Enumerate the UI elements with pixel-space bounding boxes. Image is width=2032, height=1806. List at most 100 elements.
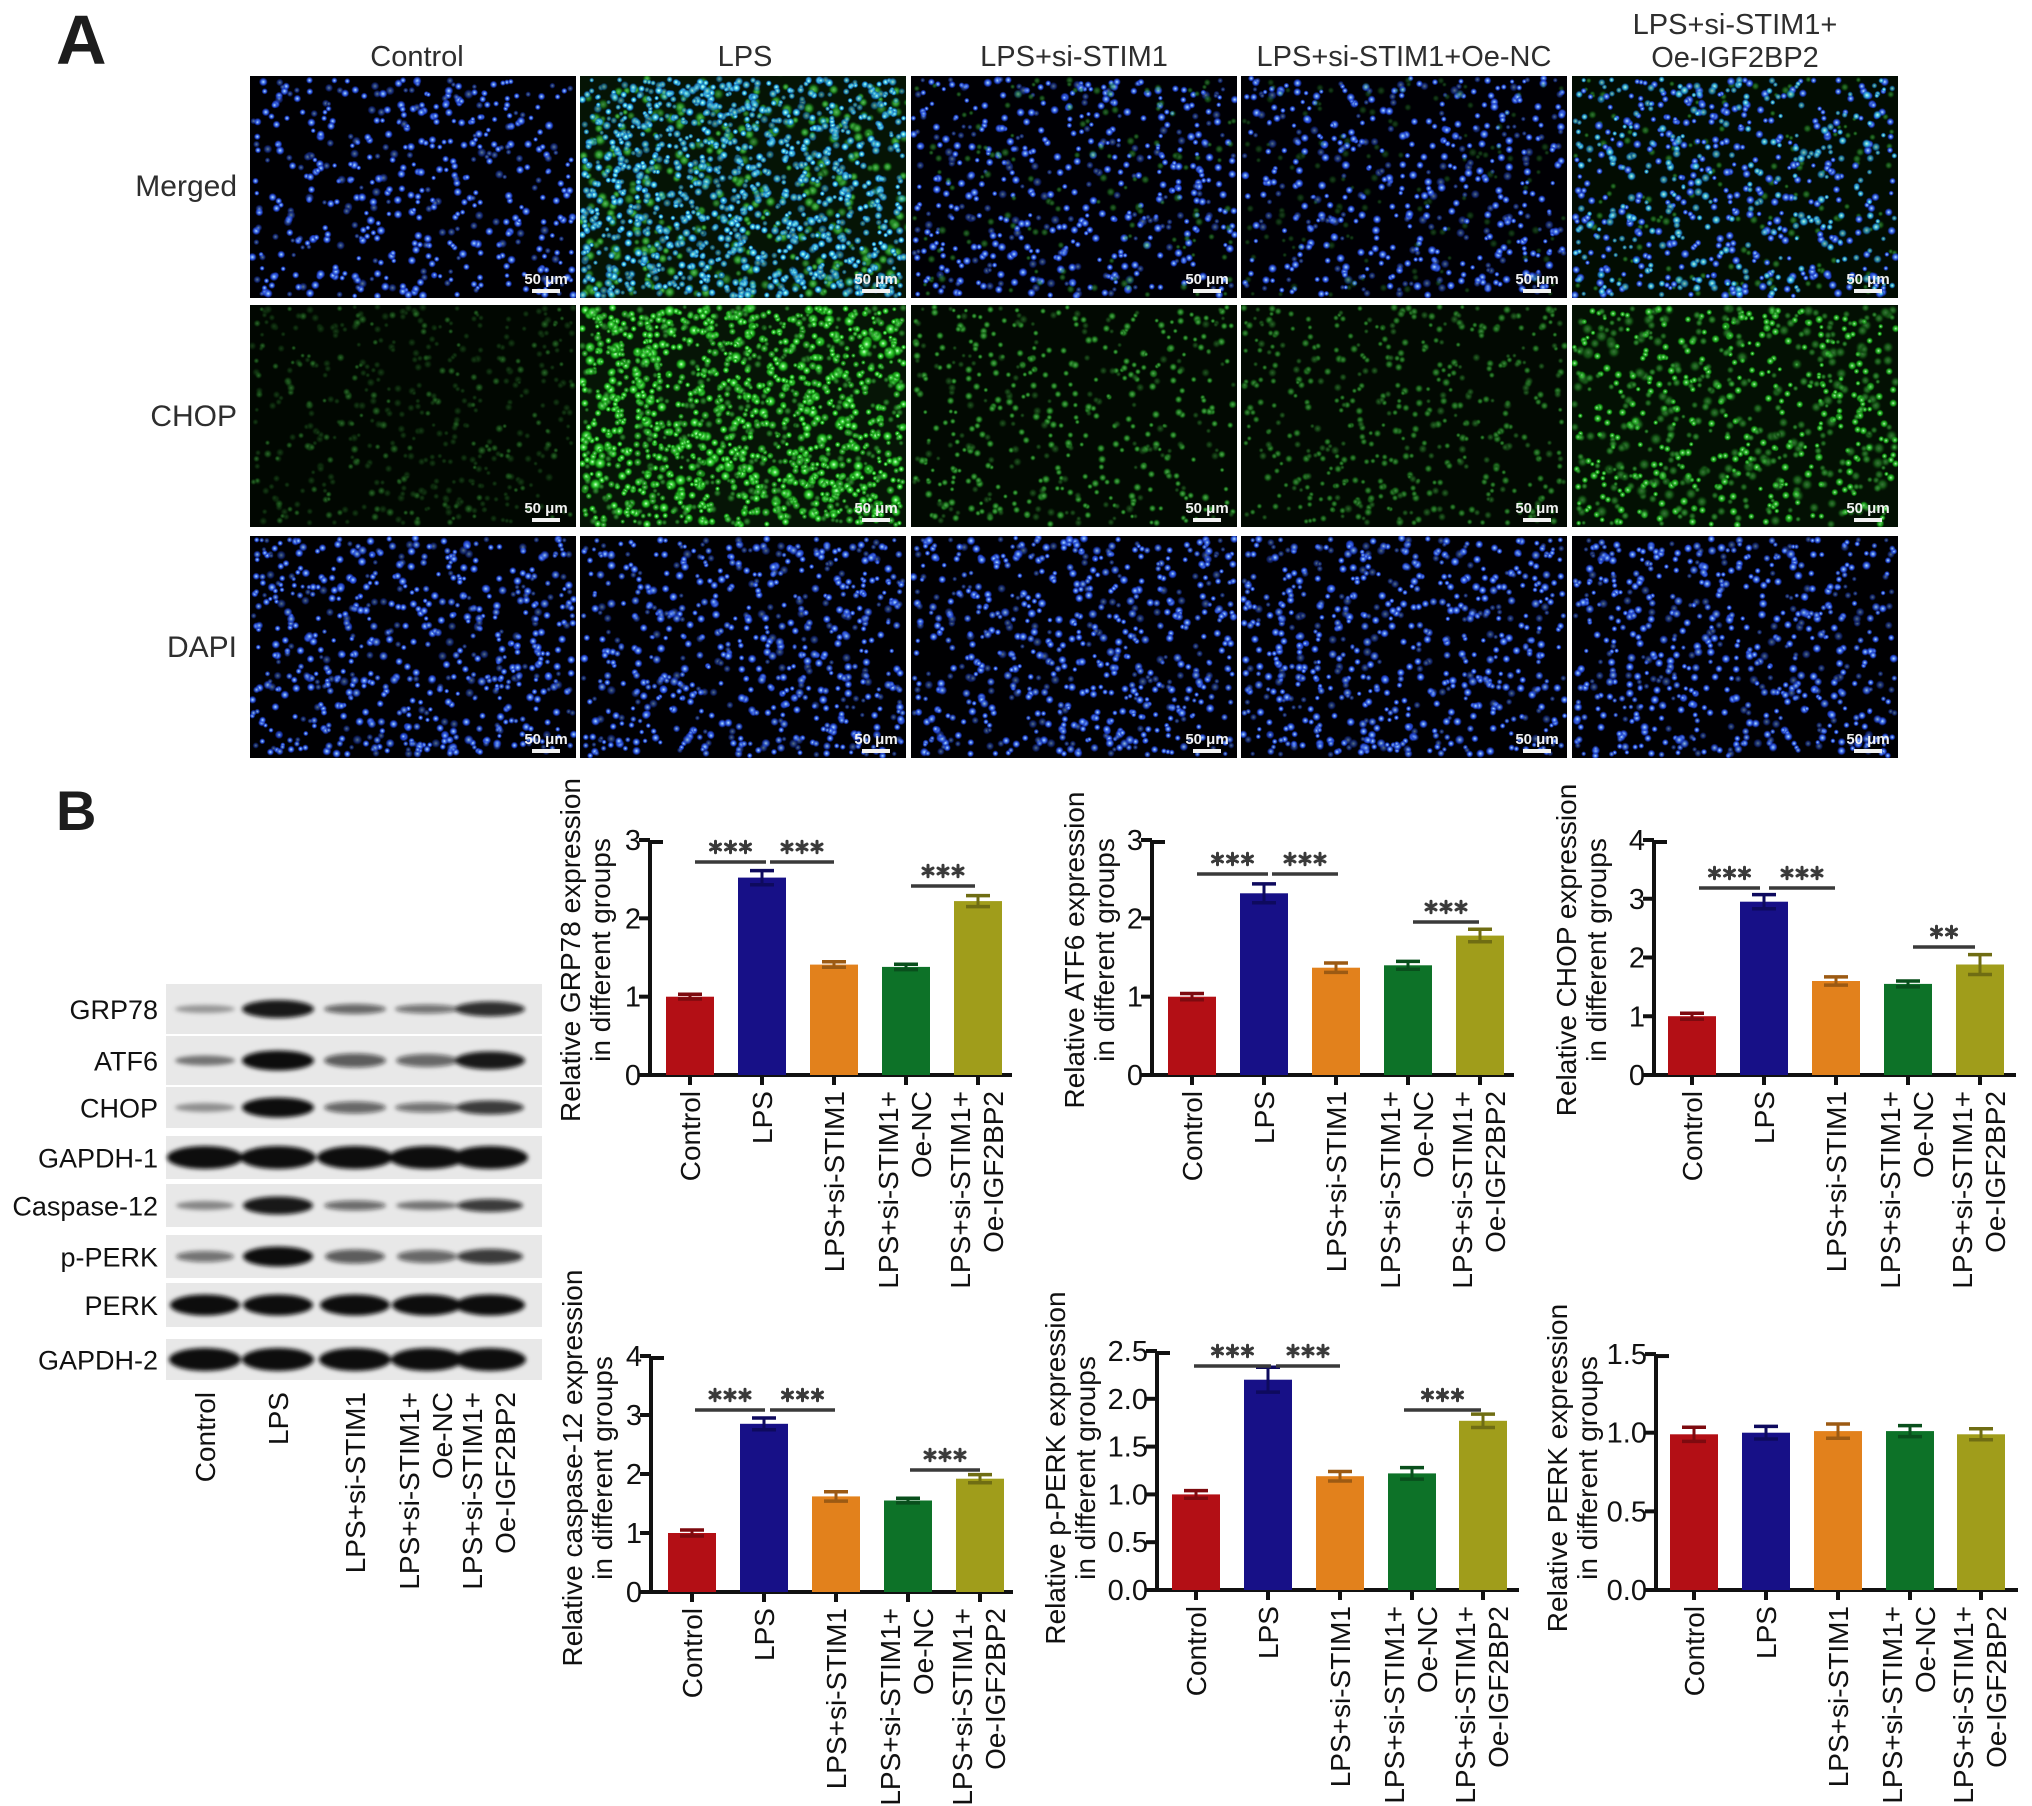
svg-text:1.5: 1.5	[1108, 1432, 1148, 1464]
svg-text:3: 3	[1629, 884, 1645, 916]
svg-text:B: B	[56, 779, 96, 842]
svg-text:0: 0	[625, 1060, 641, 1092]
svg-text:LPS+si-STIM1+: LPS+si-STIM1+	[1450, 1606, 1481, 1804]
svg-text:LPS+si-STIM1+: LPS+si-STIM1+	[457, 1392, 488, 1590]
svg-text:LPS+si-STIM1: LPS+si-STIM1	[1325, 1606, 1356, 1787]
svg-text:2: 2	[1127, 903, 1143, 935]
svg-text:Oe-NC: Oe-NC	[1412, 1606, 1443, 1693]
svg-text:0.0: 0.0	[1607, 1575, 1647, 1607]
svg-text:LPS+si-STIM1: LPS+si-STIM1	[1823, 1606, 1854, 1787]
svg-text:1: 1	[1629, 1001, 1645, 1033]
svg-text:2.0: 2.0	[1108, 1384, 1148, 1416]
svg-text:LPS: LPS	[1249, 1091, 1280, 1144]
svg-text:LPS: LPS	[749, 1608, 780, 1661]
svg-text:2: 2	[1629, 943, 1645, 975]
svg-text:LPS: LPS	[1749, 1091, 1780, 1144]
svg-text:Control: Control	[677, 1608, 708, 1698]
svg-text:LPS+si-STIM1+: LPS+si-STIM1+	[1447, 1091, 1478, 1289]
svg-text:LPS+si-STIM1+: LPS+si-STIM1+	[1947, 1091, 1978, 1289]
svg-text:1.0: 1.0	[1607, 1418, 1647, 1450]
svg-text:Control: Control	[1177, 1091, 1208, 1181]
svg-text:4: 4	[1629, 825, 1645, 857]
svg-text:PERK: PERK	[84, 1291, 158, 1321]
svg-text:1: 1	[626, 1518, 642, 1550]
svg-text:A: A	[56, 1, 107, 79]
svg-text:LPS+si-STIM1+: LPS+si-STIM1+	[1948, 1606, 1979, 1804]
svg-text:Oe-IGF2BP2: Oe-IGF2BP2	[1483, 1606, 1514, 1768]
svg-text:in different groups: in different groups	[585, 838, 616, 1062]
svg-text:Control: Control	[675, 1091, 706, 1181]
svg-text:ATF6: ATF6	[94, 1047, 158, 1077]
svg-text:Control: Control	[190, 1392, 221, 1482]
svg-text:Control: Control	[1181, 1606, 1212, 1696]
svg-text:Control: Control	[370, 41, 464, 73]
svg-text:0: 0	[626, 1577, 642, 1609]
svg-text:LPS+si-STIM1: LPS+si-STIM1	[340, 1392, 371, 1573]
svg-text:4: 4	[626, 1341, 642, 1373]
svg-text:Oe-IGF2BP2: Oe-IGF2BP2	[1980, 1091, 2011, 1253]
svg-text:0: 0	[1127, 1060, 1143, 1092]
svg-text:in different groups: in different groups	[1070, 1356, 1101, 1580]
svg-text:0.0: 0.0	[1108, 1575, 1148, 1607]
svg-text:Oe-IGF2BP2: Oe-IGF2BP2	[1651, 42, 1819, 74]
svg-text:GAPDH-1: GAPDH-1	[38, 1144, 158, 1174]
svg-text:2.5: 2.5	[1108, 1336, 1148, 1368]
svg-text:0.5: 0.5	[1108, 1527, 1148, 1559]
svg-text:Relative PERK expression: Relative PERK expression	[1542, 1304, 1573, 1632]
svg-text:DAPI: DAPI	[167, 631, 237, 664]
svg-text:LPS+si-STIM1+: LPS+si-STIM1+	[1375, 1091, 1406, 1289]
svg-text:LPS+si-STIM1: LPS+si-STIM1	[821, 1608, 852, 1789]
svg-text:LPS: LPS	[718, 41, 773, 73]
svg-text:LPS+si-STIM1: LPS+si-STIM1	[819, 1091, 850, 1272]
svg-text:LPS+si-STIM1+: LPS+si-STIM1+	[875, 1608, 906, 1806]
svg-text:0.5: 0.5	[1607, 1496, 1647, 1528]
svg-text:Relative caspase-12 expression: Relative caspase-12 expression	[557, 1270, 588, 1667]
svg-text:Relative CHOP expression: Relative CHOP expression	[1551, 784, 1582, 1117]
svg-text:LPS+si-STIM1+: LPS+si-STIM1+	[1379, 1606, 1410, 1804]
svg-text:Oe-NC: Oe-NC	[427, 1392, 458, 1479]
svg-text:Oe-NC: Oe-NC	[906, 1091, 937, 1178]
svg-text:CHOP: CHOP	[80, 1094, 158, 1124]
svg-text:3: 3	[625, 825, 641, 857]
svg-text:Oe-IGF2BP2: Oe-IGF2BP2	[1480, 1091, 1511, 1253]
svg-text:LPS+si-STIM1+: LPS+si-STIM1+	[945, 1091, 976, 1289]
svg-text:LPS+si-STIM1+: LPS+si-STIM1+	[947, 1608, 978, 1806]
svg-text:LPS+si-STIM1: LPS+si-STIM1	[980, 41, 1168, 73]
svg-text:in different groups: in different groups	[587, 1356, 618, 1580]
svg-text:LPS: LPS	[747, 1091, 778, 1144]
svg-text:Merged: Merged	[135, 170, 237, 203]
svg-text:LPS: LPS	[1253, 1606, 1284, 1659]
svg-text:1.0: 1.0	[1108, 1479, 1148, 1511]
svg-text:2: 2	[626, 1459, 642, 1491]
svg-text:Oe-IGF2BP2: Oe-IGF2BP2	[978, 1091, 1009, 1253]
svg-text:GRP78: GRP78	[69, 995, 158, 1025]
svg-text:LPS: LPS	[263, 1392, 294, 1445]
svg-text:LPS+si-STIM1+: LPS+si-STIM1+	[1633, 9, 1838, 41]
svg-text:LPS+si-STIM1: LPS+si-STIM1	[1321, 1091, 1352, 1272]
svg-text:LPS+si-STIM1+: LPS+si-STIM1+	[394, 1392, 425, 1590]
svg-text:0: 0	[1629, 1060, 1645, 1092]
svg-text:Oe-NC: Oe-NC	[908, 1608, 939, 1695]
svg-text:1: 1	[1127, 982, 1143, 1014]
svg-text:Oe-NC: Oe-NC	[1908, 1091, 1939, 1178]
svg-text:LPS+si-STIM1+: LPS+si-STIM1+	[873, 1091, 904, 1289]
svg-text:Oe-IGF2BP2: Oe-IGF2BP2	[1981, 1606, 2012, 1768]
svg-text:3: 3	[626, 1400, 642, 1432]
svg-text:Control: Control	[1677, 1091, 1708, 1181]
svg-text:Oe-IGF2BP2: Oe-IGF2BP2	[490, 1392, 521, 1554]
svg-text:LPS+si-STIM1+: LPS+si-STIM1+	[1875, 1091, 1906, 1289]
svg-text:Control: Control	[1679, 1606, 1710, 1696]
svg-text:p-PERK: p-PERK	[60, 1243, 158, 1273]
svg-text:Oe-NC: Oe-NC	[1408, 1091, 1439, 1178]
svg-text:1.5: 1.5	[1607, 1339, 1647, 1371]
svg-text:in different groups: in different groups	[1089, 838, 1120, 1062]
svg-text:LPS: LPS	[1751, 1606, 1782, 1659]
svg-text:2: 2	[625, 903, 641, 935]
svg-text:Relative GRP78 expression: Relative GRP78 expression	[555, 778, 586, 1122]
svg-text:in different groups: in different groups	[1581, 838, 1612, 1062]
svg-text:LPS+si-STIM1+: LPS+si-STIM1+	[1877, 1606, 1908, 1804]
svg-text:CHOP: CHOP	[150, 400, 237, 433]
svg-text:LPS+si-STIM1+Oe-NC: LPS+si-STIM1+Oe-NC	[1257, 41, 1552, 73]
svg-text:Relative p-PERK expression: Relative p-PERK expression	[1040, 1291, 1071, 1644]
svg-text:3: 3	[1127, 825, 1143, 857]
